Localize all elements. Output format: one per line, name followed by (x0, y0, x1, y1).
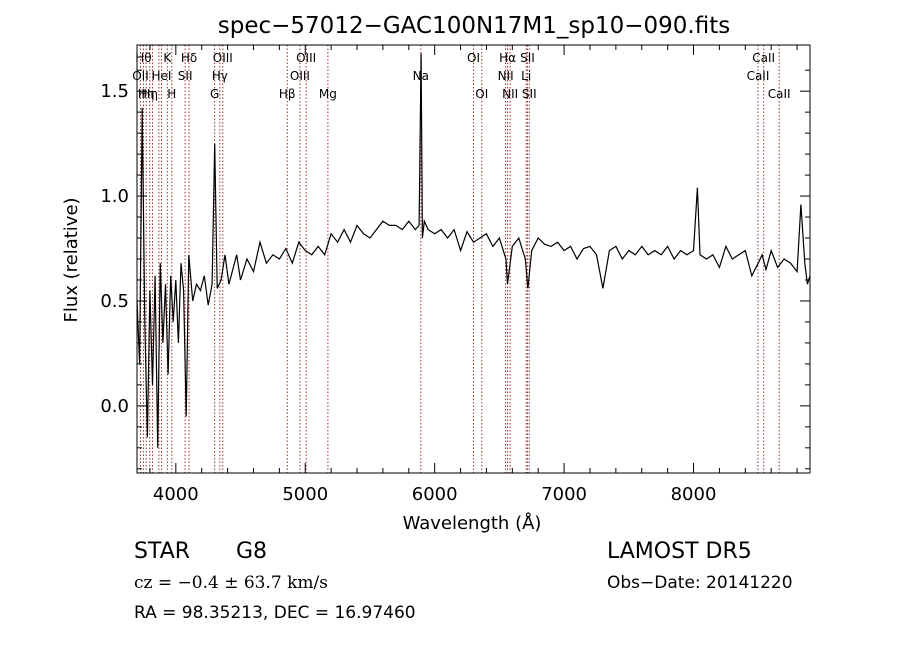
x-tick-label: 8000 (671, 484, 717, 505)
spectral-line-label: OII (132, 69, 149, 83)
spectral-line-label: OIII (290, 69, 310, 83)
y-tick-label: 0.0 (100, 396, 129, 417)
spectral-line-label: SII (520, 51, 535, 65)
spectral-line-label: Hη (141, 87, 158, 101)
spectral-line-label: OIII (296, 51, 316, 65)
y-tick-label: 0.5 (100, 291, 129, 312)
coordinates: RA = 98.35213, DEC = 16.97460 (134, 603, 416, 623)
x-tick-label: 6000 (412, 484, 458, 505)
spectral-line-label: HeI (151, 69, 171, 83)
spectral-line-label: CaII (752, 51, 775, 65)
spectrum-line (136, 53, 811, 448)
spectral-line-label: SII (522, 87, 537, 101)
y-tick-label: 1.5 (100, 81, 129, 102)
spectral-line-label: Mg (319, 87, 337, 101)
observation-date: Obs−Date: 20141220 (607, 573, 793, 593)
spectral-line-label: OI (475, 87, 488, 101)
object-subclass: G8 (236, 539, 268, 564)
y-axis-label: Flux (relative) (61, 197, 82, 322)
spectral-line-label: Hγ (212, 69, 228, 83)
x-tick-label: 7000 (541, 484, 587, 505)
spectral-line-label: SII (178, 69, 193, 83)
spectral-line-label: OIII (213, 51, 233, 65)
y-tick-label: 1.0 (100, 186, 129, 207)
y-axis: 0.0 0.5 1.0 1.5 (100, 69, 810, 470)
spectral-line-markers (139, 45, 780, 473)
x-axis: 4000 5000 6000 7000 8000 (149, 45, 798, 505)
spectral-line-label: OI (467, 51, 480, 65)
spectral-line-label: H (167, 87, 176, 101)
spectral-line-label: Li (521, 69, 531, 83)
spectral-line-label: Hθ (135, 51, 151, 65)
spectral-line-label: Hδ (181, 51, 197, 65)
spectral-line-label: Hη (138, 87, 155, 101)
x-tick-label: 4000 (153, 484, 199, 505)
spectral-line-label: CaII (747, 69, 770, 83)
survey-name: LAMOST DR5 (607, 539, 752, 564)
spectral-line-label: Hβ (279, 87, 296, 101)
spectral-line-label: NII (502, 87, 518, 101)
spectral-line-label: K (163, 51, 172, 65)
x-axis-label: Wavelength (Å) (403, 512, 542, 534)
x-tick-label: 5000 (282, 484, 328, 505)
spectral-line-label: Hα (499, 51, 516, 65)
object-class: STAR (134, 539, 191, 564)
chart-title: spec−57012−GAC100N17M1_sp10−090.fits (218, 13, 730, 39)
redshift-value: cz = −0.4 ± 63.7 km/s (134, 573, 328, 593)
spectral-line-label: CaII (768, 87, 791, 101)
spectral-line-label: NII (498, 69, 514, 83)
spectral-line-label: G (210, 87, 219, 101)
spectral-line-labels: OIIHθHηHηHeIKHSIIHδGHγOIIIHβOIIIOIIIMgNa… (132, 51, 790, 101)
